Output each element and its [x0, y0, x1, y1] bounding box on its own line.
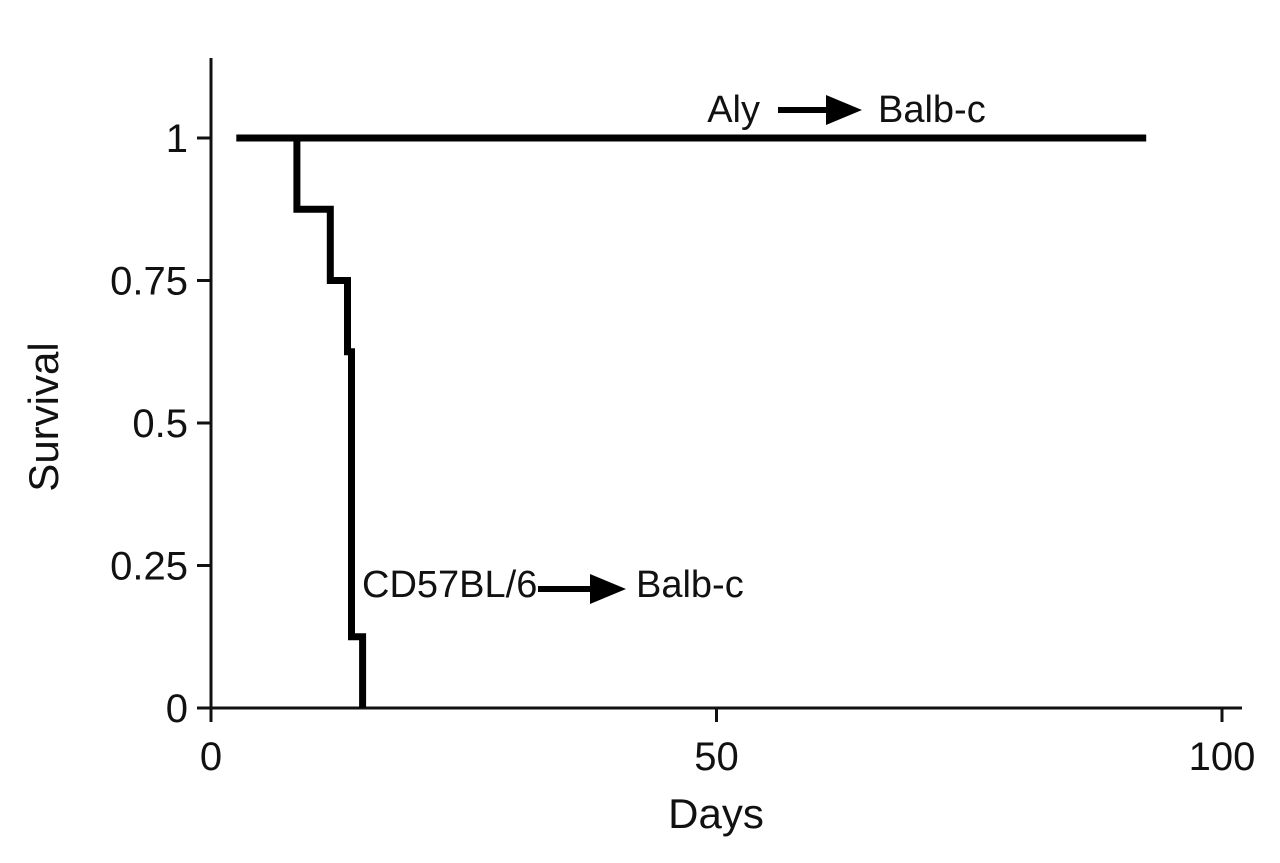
annotation-cd57-source: CD57BL/6 [362, 564, 537, 606]
x-tick-label: 100 [1189, 735, 1256, 779]
axes [205, 58, 1242, 710]
arrow-right-icon [538, 574, 626, 604]
annotation-aly-target: Balb-c [878, 89, 986, 131]
y-tick-label: 1 [166, 117, 188, 161]
series-line-2 [293, 138, 367, 708]
y-tick-label: 0 [166, 687, 188, 731]
y-tick-label: 0.75 [110, 260, 188, 304]
annotation-aly: Aly Balb-c [707, 89, 986, 131]
x-tick-label: 0 [200, 735, 222, 779]
y-tick-label: 0.5 [132, 402, 188, 446]
y-tick-label: 0.25 [110, 545, 188, 589]
x-tick-label: 50 [694, 735, 739, 779]
y-ticks: 0 0.25 0.5 0.75 1 [110, 117, 211, 731]
annotation-cd57: CD57BL/6 Balb-c [362, 564, 744, 606]
x-axis-title: Days [668, 790, 764, 837]
annotation-aly-source: Aly [707, 89, 760, 131]
x-ticks: 0 50 100 [200, 708, 1256, 779]
arrow-right-icon [778, 95, 862, 125]
y-axis-title: Survival [20, 342, 67, 491]
series-lines [236, 134, 1147, 708]
annotation-cd57-target: Balb-c [636, 564, 744, 606]
